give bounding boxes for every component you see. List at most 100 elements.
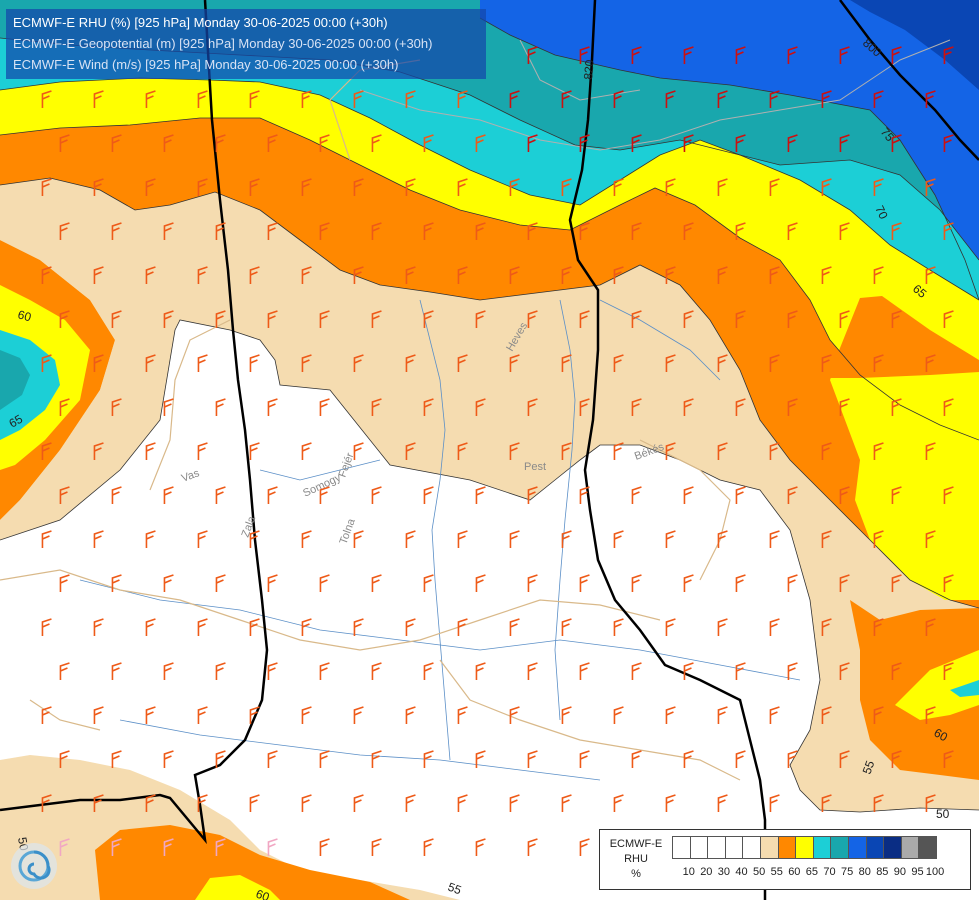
wind-barb <box>457 530 468 548</box>
rhu-contours <box>0 17 979 813</box>
label-rh-60-left: 60 <box>16 307 33 324</box>
wind-barb <box>769 442 780 460</box>
info-line-geopotential: ECMWF-E Geopotential (m) [925 hPa] Monda… <box>13 36 433 51</box>
wind-barb <box>925 794 936 812</box>
wind-barb <box>41 90 52 108</box>
wind-barb <box>787 398 798 416</box>
legend-swatch <box>707 836 726 859</box>
legend-swatch <box>883 836 902 859</box>
wind-barb <box>475 574 486 592</box>
wind-barb <box>59 574 70 592</box>
wind-barb <box>353 530 364 548</box>
wind-barb <box>925 90 936 108</box>
wind-barb <box>319 398 330 416</box>
wind-barb <box>925 618 936 636</box>
wind-barb <box>475 486 486 504</box>
wind-barb <box>561 354 572 372</box>
wind-barb <box>527 750 538 768</box>
wind-barb <box>821 794 832 812</box>
wind-barb <box>405 90 416 108</box>
wind-barb <box>319 574 330 592</box>
wind-barb <box>163 486 174 504</box>
wind-barb <box>111 838 122 856</box>
legend-tick-label: 70 <box>823 866 836 878</box>
map-info-box: ECMWF-E RHU (%) [925 hPa] Monday 30-06-2… <box>6 9 486 79</box>
wind-barb <box>873 618 884 636</box>
rhu-below-50-area <box>0 320 979 900</box>
legend-tick-label: 60 <box>788 866 801 878</box>
wind-barb <box>371 398 382 416</box>
wind-barb <box>787 222 798 240</box>
wind-barb <box>457 618 468 636</box>
wind-barb <box>839 662 850 680</box>
wind-barb <box>353 266 364 284</box>
legend-tick-label: 40 <box>735 866 748 878</box>
wind-barb <box>319 486 330 504</box>
wind-barb <box>891 222 902 240</box>
wind-barb <box>457 354 468 372</box>
wind-barb <box>561 530 572 548</box>
wind-barb <box>215 750 226 768</box>
wind-barb <box>405 530 416 548</box>
legend-swatch <box>759 836 779 859</box>
legend-swatch <box>724 836 744 859</box>
wind-barb <box>925 706 936 724</box>
wind-barb <box>353 706 364 724</box>
wind-barb <box>41 794 52 812</box>
rhu-band-85-north <box>850 0 979 90</box>
wind-barb <box>683 574 694 592</box>
wind-barb <box>943 574 954 592</box>
wind-barb <box>423 838 434 856</box>
wind-barb <box>111 398 122 416</box>
legend-swatch <box>900 836 920 859</box>
wind-barb <box>665 706 676 724</box>
wind-barb <box>561 706 572 724</box>
wind-barb <box>215 310 226 328</box>
wind-barb <box>59 662 70 680</box>
wind-barb <box>891 310 902 328</box>
wind-barb <box>839 134 850 152</box>
wind-barb <box>93 266 104 284</box>
wind-barb <box>319 134 330 152</box>
wind-barb <box>301 178 312 196</box>
rhu-legend: ECMWF-E RHU % 10 20 30 40 50 55 60 65 70 75 80 85 90… <box>599 829 971 890</box>
wind-barb <box>457 178 468 196</box>
wind-barb <box>787 750 798 768</box>
wind-barb <box>839 574 850 592</box>
wind-barb <box>371 750 382 768</box>
wind-barb <box>665 354 676 372</box>
wind-barb <box>527 134 538 152</box>
wind-barb <box>371 134 382 152</box>
wind-barb <box>41 266 52 284</box>
rhu-band-80-north <box>480 0 979 300</box>
wind-barb <box>717 618 728 636</box>
wind-barb <box>925 354 936 372</box>
wind-barb <box>735 486 746 504</box>
legend-swatches <box>672 836 937 859</box>
wind-barb <box>145 794 156 812</box>
wind-barb <box>717 178 728 196</box>
wind-barb <box>613 178 624 196</box>
wind-barb <box>319 838 330 856</box>
wind-barb <box>735 222 746 240</box>
legend-tick-label: 75 <box>840 866 854 878</box>
wind-barb <box>717 90 728 108</box>
wind-barb <box>561 90 572 108</box>
wind-barb <box>735 750 746 768</box>
wind-barb <box>509 706 520 724</box>
wind-barb <box>579 662 590 680</box>
wind-barb <box>41 530 52 548</box>
wind-barb <box>943 750 954 768</box>
wind-barb <box>925 266 936 284</box>
wind-barb <box>787 486 798 504</box>
legend-swatch <box>777 836 797 859</box>
wind-barb <box>267 310 278 328</box>
wind-barb <box>197 354 208 372</box>
wind-barb <box>301 354 312 372</box>
wind-barb <box>59 750 70 768</box>
legend-title-unit: % <box>631 868 641 880</box>
wind-barb <box>197 178 208 196</box>
wind-barb <box>735 574 746 592</box>
wind-barb <box>93 530 104 548</box>
label-geo-820: 820 <box>581 59 597 80</box>
